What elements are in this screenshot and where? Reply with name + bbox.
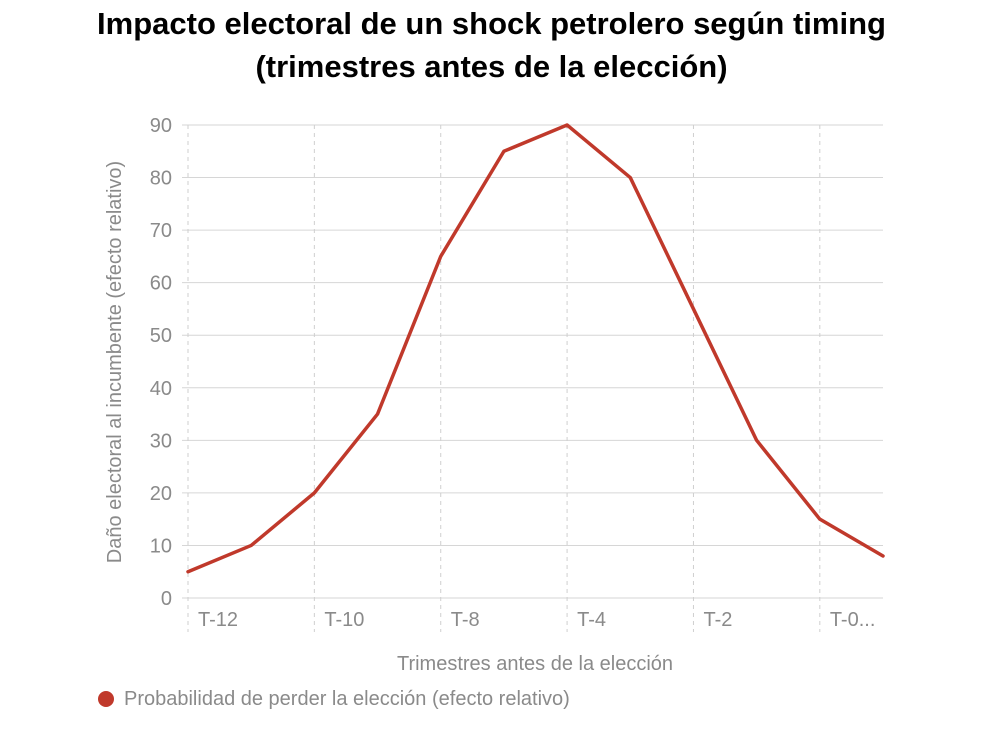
y-tick-label: 40 <box>150 378 172 400</box>
y-tick-label: 80 <box>150 168 172 190</box>
y-tick-label: 10 <box>150 535 172 557</box>
series-group <box>186 123 885 574</box>
y-axis-title: Daño electoral al incumbente (efecto rel… <box>104 161 126 563</box>
chart-title-line-1: Impacto electoral de un shock petrolero … <box>97 6 886 41</box>
x-tick-label: T-4 <box>577 609 606 631</box>
y-tick-label: 0 <box>161 588 172 610</box>
x-axis-ticks: T-12 T-10 T-8 T-4 T-2 T-0... <box>198 609 875 631</box>
y-tick-label: 90 <box>150 115 172 137</box>
y-tick-label: 20 <box>150 483 172 505</box>
y-grid <box>182 124 883 599</box>
legend-label: Probabilidad de perder la elección (efec… <box>124 687 570 710</box>
x-tick-label: T-0... <box>830 609 876 631</box>
y-tick-label: 50 <box>150 325 172 347</box>
y-axis-ticks: 0 10 20 30 40 50 60 70 80 90 <box>150 115 172 610</box>
y-tick-label: 70 <box>150 220 172 242</box>
y-tick-label: 60 <box>150 273 172 295</box>
chart-title-line-2: (trimestres antes de la elección) <box>255 49 728 84</box>
x-tick-label: T-12 <box>198 609 238 631</box>
y-tick-label: 30 <box>150 430 172 452</box>
x-tick-label: T-8 <box>451 609 480 631</box>
legend-marker-icon <box>98 691 114 707</box>
x-tick-label: T-10 <box>324 609 364 631</box>
x-axis-title: Trimestres antes de la elección <box>397 653 673 675</box>
x-tick-label: T-2 <box>703 609 732 631</box>
series-line <box>186 123 885 574</box>
chart-title: Impacto electoral de un shock petrolero … <box>0 2 983 88</box>
legend: Probabilidad de perder la elección (efec… <box>98 687 570 711</box>
